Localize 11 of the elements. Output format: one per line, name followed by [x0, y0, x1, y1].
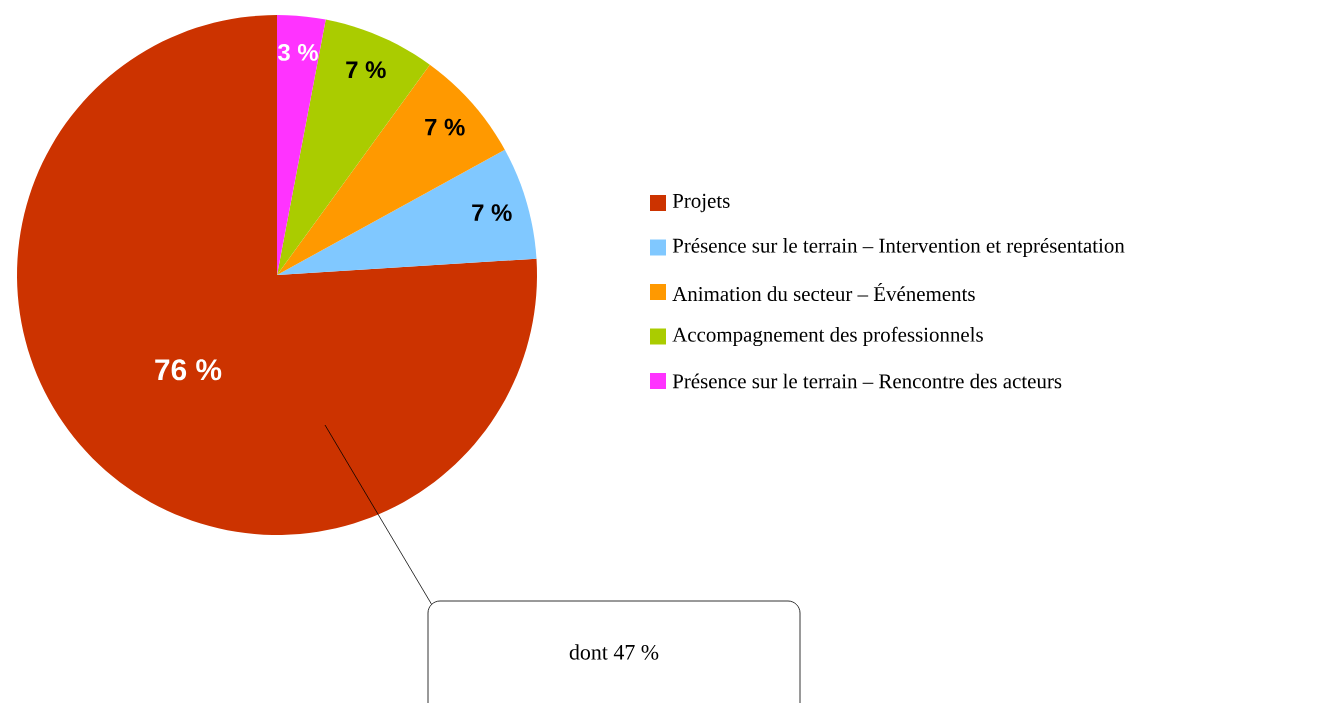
legend-label: Projets [672, 193, 730, 213]
data-label: 7 % [472, 204, 512, 222]
legend-label: Présence sur le terrain – Intervention et représentation [672, 238, 1125, 257]
data-label: 7 % [425, 118, 465, 136]
legend-label: Animation du secteur – Événements [672, 282, 975, 302]
text: dont 47 % [569, 644, 659, 660]
legend-label: Accompagnement des professionnels [672, 326, 983, 347]
data-label: 7 % [346, 61, 386, 79]
data-label: 3 % [277, 43, 318, 61]
data-label: 76 % [155, 359, 222, 381]
legend-label: Présence sur le terrain – Rencontre des acteurs [672, 373, 1062, 389]
